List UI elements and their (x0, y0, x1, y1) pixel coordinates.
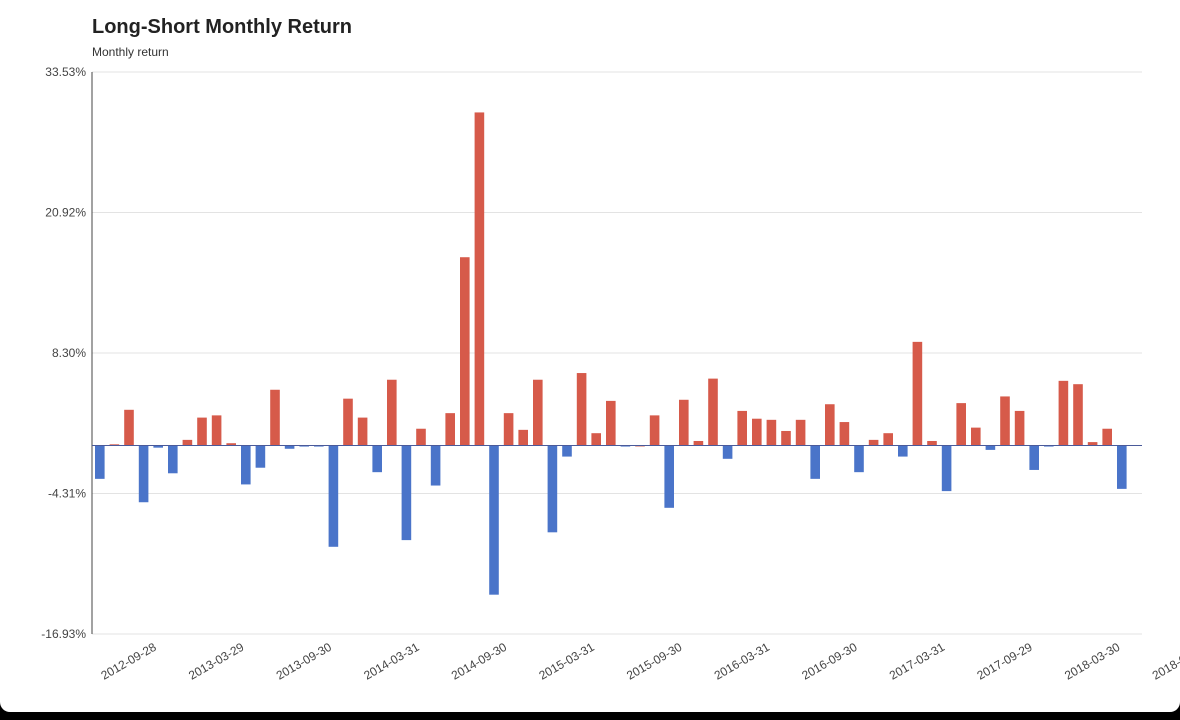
x-tick-label: 2016-03-31 (712, 640, 772, 683)
x-tick-label: 2015-09-30 (624, 640, 684, 683)
bar (562, 445, 572, 457)
bar (387, 379, 397, 446)
bar (401, 445, 412, 541)
bar (766, 419, 777, 446)
x-tick-label: 2014-09-30 (449, 640, 509, 683)
bar (576, 373, 587, 446)
bar (109, 444, 120, 446)
bar (708, 378, 718, 446)
bar (168, 445, 178, 474)
x-tick-label: 2018-08-31 (1150, 640, 1180, 683)
bar (241, 445, 251, 485)
bar (416, 428, 426, 446)
bar (270, 389, 280, 446)
bar (357, 417, 368, 446)
bar (737, 410, 747, 446)
bar (1014, 410, 1025, 446)
bar (503, 413, 514, 446)
bar (1044, 445, 1054, 447)
y-tick-label: 33.53% (45, 65, 86, 79)
chart-subtitle: Monthly return (92, 45, 169, 59)
bar (124, 409, 134, 446)
bar (533, 379, 543, 446)
bar (138, 445, 149, 503)
bar (182, 439, 193, 446)
bar (153, 445, 163, 448)
bar (372, 445, 382, 473)
bar (971, 427, 981, 446)
bar (606, 400, 616, 446)
bar (226, 443, 236, 446)
bar (445, 413, 455, 446)
bar (1029, 445, 1039, 470)
bar (460, 257, 470, 446)
bar (328, 445, 339, 547)
bar (1073, 384, 1083, 446)
bar (95, 445, 105, 479)
bar (941, 445, 952, 492)
bar (868, 439, 879, 446)
chart-title: Long-Short Monthly Return (92, 16, 352, 38)
bar (825, 404, 835, 446)
x-tick-label: 2017-09-29 (975, 640, 1035, 683)
y-tick-label: -4.31% (48, 486, 86, 500)
bar (1102, 428, 1112, 446)
bar (489, 445, 499, 595)
bar (284, 445, 295, 449)
bar (664, 445, 674, 508)
bar (314, 445, 324, 447)
y-tick-label: 8.30% (52, 346, 86, 360)
y-tick-label: -16.93% (41, 627, 86, 641)
bar (518, 429, 528, 446)
bar (1117, 445, 1127, 489)
bar (474, 112, 485, 446)
bar (854, 445, 864, 473)
x-tick-label: 2015-03-31 (537, 640, 597, 683)
bar (752, 418, 762, 446)
bar (255, 445, 266, 468)
bar (679, 399, 689, 446)
bar (956, 403, 966, 446)
bar (795, 419, 806, 446)
bar (591, 433, 601, 446)
x-tick-label: 2012-09-28 (99, 640, 159, 683)
bar (211, 415, 222, 446)
bar (620, 445, 631, 447)
y-tick-label: 20.92% (45, 205, 86, 219)
bar (927, 440, 937, 446)
x-tick-label: 2013-03-29 (186, 640, 246, 683)
bar (547, 445, 558, 533)
bar (649, 415, 660, 446)
x-tick-label: 2013-09-30 (274, 640, 334, 683)
bar (197, 417, 207, 446)
bar (810, 445, 820, 479)
bar (839, 422, 850, 446)
bar (299, 445, 309, 447)
bar (1087, 442, 1098, 446)
x-tick-label: 2017-03-31 (887, 640, 947, 683)
bar (898, 445, 908, 457)
bar (781, 430, 791, 446)
bar (985, 445, 996, 450)
x-tick-label: 2014-03-31 (361, 640, 421, 683)
x-tick-label: 2016-09-30 (799, 640, 859, 683)
bar (1000, 396, 1010, 446)
bar (693, 440, 704, 446)
bar (883, 433, 893, 446)
bar (722, 445, 733, 459)
bar (343, 398, 353, 446)
x-tick-label: 2018-03-30 (1062, 640, 1122, 683)
bar (1058, 380, 1069, 446)
bar (912, 341, 923, 446)
bar (430, 445, 441, 486)
